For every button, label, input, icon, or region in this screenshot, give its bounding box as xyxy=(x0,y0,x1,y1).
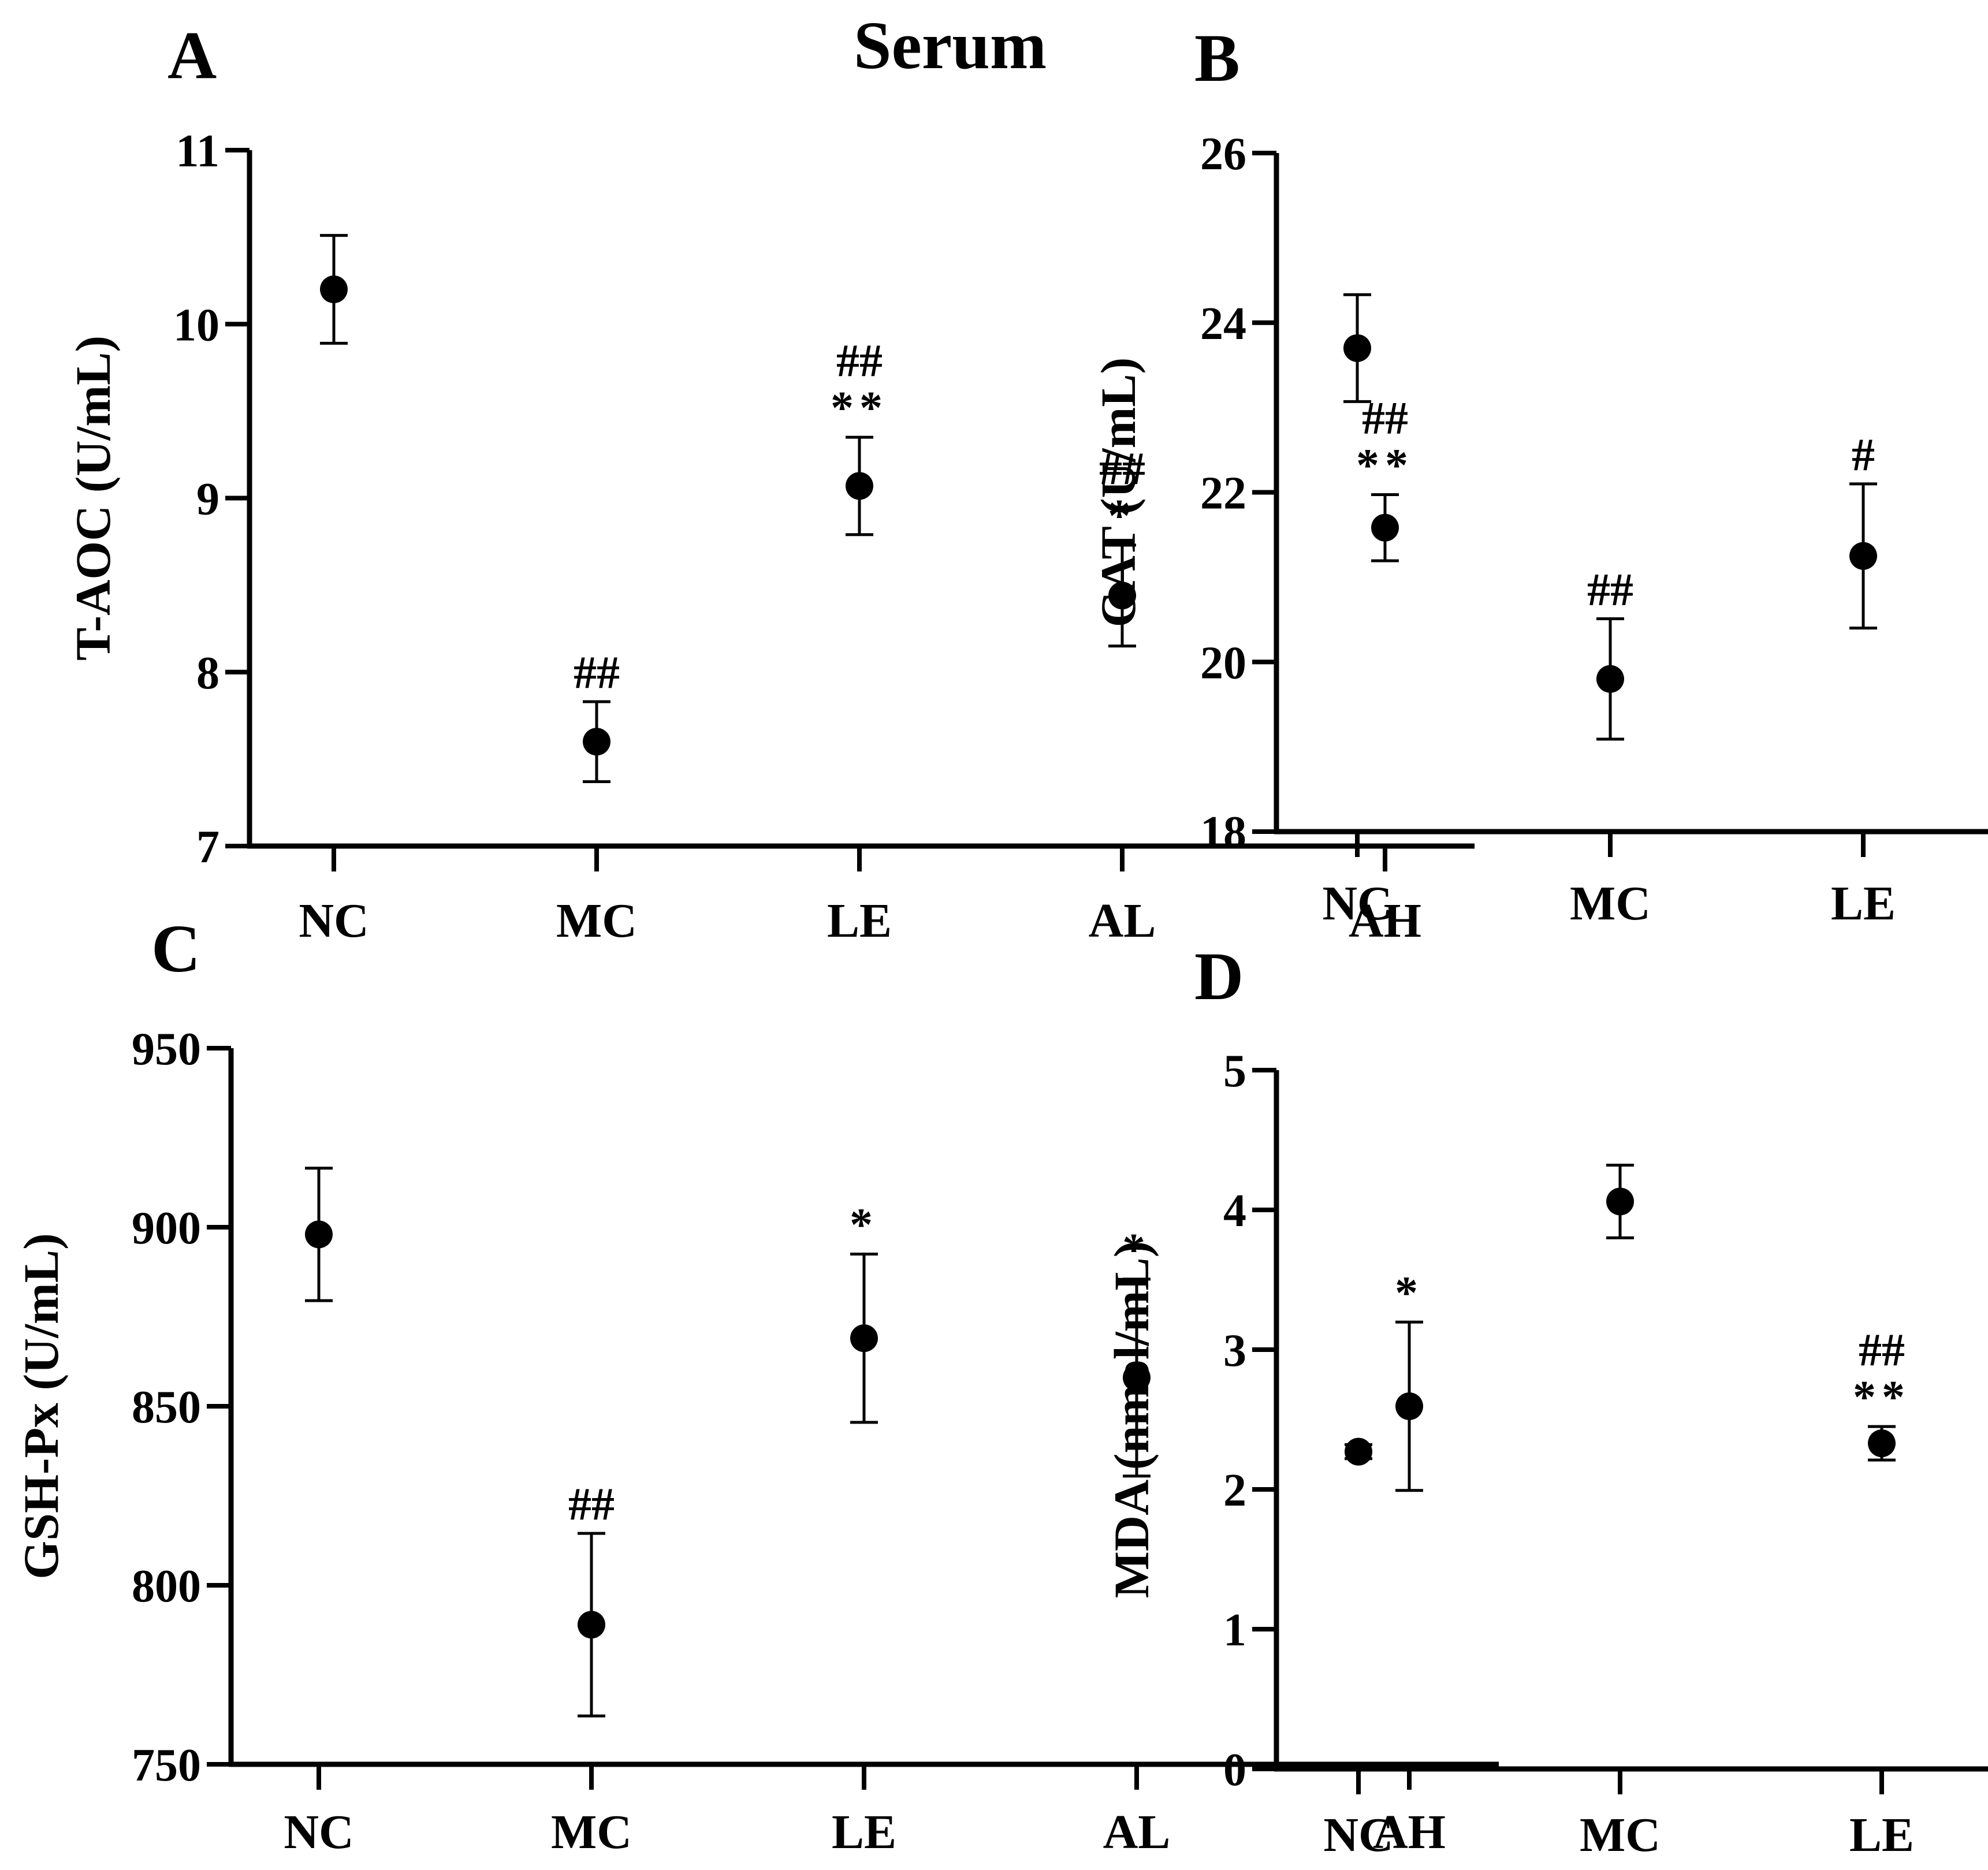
data-point xyxy=(1596,665,1624,693)
data-point xyxy=(846,472,873,500)
data-point xyxy=(1606,1187,1634,1216)
x-tick-label: NC xyxy=(1323,1808,1393,1862)
x-tick-label: MC xyxy=(1580,1808,1661,1862)
y-tick-label: 5 xyxy=(1223,1046,1246,1097)
data-point xyxy=(1849,542,1877,570)
y-tick-label: 800 xyxy=(132,1561,201,1612)
significance-label: ## xyxy=(1099,444,1145,494)
data-point xyxy=(583,728,610,756)
y-tick-label: 900 xyxy=(132,1203,201,1254)
y-tick-label: 3 xyxy=(1223,1325,1246,1376)
data-point xyxy=(305,1220,333,1249)
significance-label: * xyxy=(1122,1225,1151,1276)
data-point xyxy=(1123,1364,1151,1392)
y-tick-label: 20 xyxy=(1200,638,1246,688)
x-tick-label: MC xyxy=(556,894,637,948)
y-tick-label: 9 xyxy=(196,474,219,525)
y-tick-label: 22 xyxy=(1200,468,1246,519)
y-tick-label: 2 xyxy=(1223,1465,1246,1516)
y-tick-label: 850 xyxy=(132,1382,201,1433)
y-axis-label: T-AOC (U/mL) xyxy=(65,336,121,661)
y-axis-label: GSH-Px (U/mL) xyxy=(13,1233,69,1580)
x-tick-label: NC xyxy=(299,894,368,948)
figure-title: Serum xyxy=(854,8,1047,83)
x-tick-label: MC xyxy=(551,1805,632,1859)
y-tick-label: 1 xyxy=(1223,1605,1246,1656)
y-tick-label: 11 xyxy=(176,126,219,177)
significance-label: * xyxy=(1395,1268,1424,1318)
data-point xyxy=(578,1611,605,1639)
data-point xyxy=(1395,1392,1423,1420)
y-axis-label: CAT (U/mL) xyxy=(1090,357,1146,627)
y-tick-label: 0 xyxy=(1223,1745,1246,1796)
x-tick-label: LE xyxy=(832,1805,896,1859)
significance-label: # xyxy=(1852,430,1875,480)
data-point xyxy=(1371,513,1399,542)
y-tick-label: 26 xyxy=(1200,129,1246,180)
y-tick-label: 18 xyxy=(1200,807,1246,858)
significance-label: * xyxy=(1108,491,1137,542)
x-tick-label: AL xyxy=(1089,894,1156,948)
significance-label: ** xyxy=(1853,1372,1911,1423)
significance-label: ## xyxy=(1587,564,1633,615)
x-tick-label: LE xyxy=(827,894,892,948)
y-tick-label: 24 xyxy=(1200,299,1246,349)
x-tick-label: LE xyxy=(1849,1808,1914,1862)
y-tick-label: 8 xyxy=(196,648,219,699)
panel-letter: C xyxy=(151,911,200,986)
y-tick-label: 950 xyxy=(132,1024,201,1075)
data-point xyxy=(1345,1437,1372,1466)
significance-label: ## xyxy=(1859,1325,1905,1376)
significance-label: ## xyxy=(568,1479,615,1530)
y-tick-label: 10 xyxy=(173,300,219,351)
y-axis-label: MDA (nmol/mL) xyxy=(1104,1241,1159,1599)
panel-letter: B xyxy=(1194,20,1240,96)
y-tick-label: 750 xyxy=(132,1740,201,1791)
data-point xyxy=(1343,334,1371,362)
panel-letter: A xyxy=(167,17,217,93)
x-tick-label: AH xyxy=(1373,1805,1446,1859)
x-tick-label: MC xyxy=(1570,877,1651,930)
panel-letter: D xyxy=(1194,938,1244,1014)
x-tick-label: LE xyxy=(1831,877,1896,930)
data-point xyxy=(1868,1429,1896,1458)
data-point xyxy=(320,275,348,303)
significance-label: ** xyxy=(831,383,888,434)
significance-label: ## xyxy=(574,647,620,698)
significance-label: ** xyxy=(1356,440,1414,491)
x-tick-label: NC xyxy=(284,1805,353,1859)
significance-label: ## xyxy=(836,336,883,386)
y-tick-label: 4 xyxy=(1223,1186,1246,1236)
x-tick-label: NC xyxy=(1322,877,1392,930)
x-tick-label: AL xyxy=(1103,1805,1171,1859)
significance-label: * xyxy=(850,1200,878,1251)
y-tick-label: 7 xyxy=(196,822,219,873)
data-point xyxy=(1108,582,1136,610)
panel-c: C 750 800 850 900 950 GSH-Px (U/mL) NC MC ## LE * AL… xyxy=(13,911,1499,1859)
x-tick-label: AH xyxy=(1349,894,1421,948)
data-point xyxy=(850,1324,878,1353)
